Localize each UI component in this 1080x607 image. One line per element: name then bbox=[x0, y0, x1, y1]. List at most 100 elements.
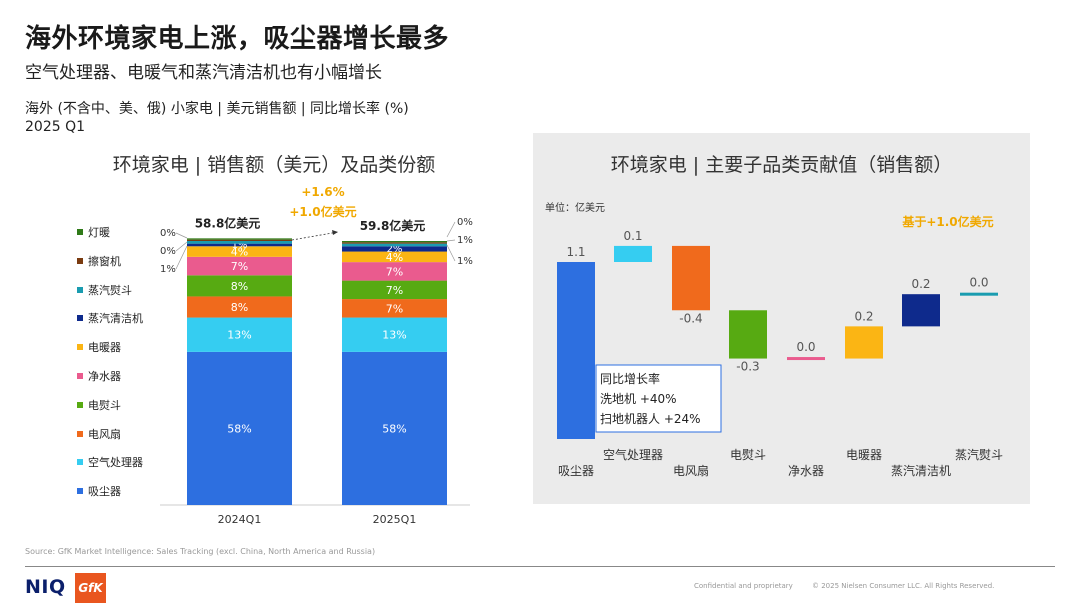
legend-item: 擦窗机 bbox=[77, 254, 121, 268]
segment-label: 58% bbox=[382, 422, 406, 435]
stacked-bar-segment bbox=[187, 351, 292, 505]
legend-item: 电熨斗 bbox=[77, 398, 121, 412]
stacked-bar-segment bbox=[187, 238, 292, 240]
stacked-bar-segment bbox=[342, 262, 447, 281]
segment-label: 8% bbox=[231, 280, 248, 293]
segment-label: 7% bbox=[386, 265, 403, 278]
stacked-bar-segment bbox=[187, 241, 292, 244]
outside-share-label: 0% bbox=[457, 217, 473, 228]
legend-label: 电暖器 bbox=[88, 341, 121, 355]
waterfall-value-label: -0.4 bbox=[679, 311, 702, 325]
legend-label: 净水器 bbox=[88, 370, 121, 383]
segment-label: 58% bbox=[227, 422, 251, 435]
stacked-bar-segment bbox=[342, 299, 447, 318]
segment-label: 1% bbox=[232, 240, 248, 251]
waterfall-bar bbox=[960, 292, 998, 296]
legend-swatch bbox=[77, 286, 83, 293]
legend-swatch bbox=[77, 344, 83, 351]
waterfall-category-label: 电熨斗 bbox=[730, 448, 766, 462]
stacked-bar-segment bbox=[342, 243, 447, 247]
waterfall-category-label: 电风扇 bbox=[673, 463, 709, 478]
callout-text: 扫地机器人 +24% bbox=[600, 412, 701, 426]
leader-line bbox=[446, 239, 456, 242]
segment-label: 13% bbox=[227, 329, 251, 342]
leader-line bbox=[446, 221, 456, 238]
legend-item: 吸尘器 bbox=[77, 484, 121, 498]
legend-swatch bbox=[77, 257, 83, 264]
legend-label: 空气处理器 bbox=[88, 456, 143, 470]
waterfall-panel-background bbox=[533, 133, 1030, 504]
leader-line bbox=[175, 241, 188, 252]
waterfall-value-label: 0.0 bbox=[969, 276, 988, 290]
x-tick-label: 2025Q1 bbox=[373, 513, 417, 526]
stacked-bar-segment bbox=[342, 246, 447, 252]
segment-label: 7% bbox=[231, 260, 248, 273]
waterfall-category-label: 蒸汽清洁机 bbox=[891, 463, 951, 478]
legend-label: 蒸汽清洁机 bbox=[88, 312, 143, 326]
scope-description: 海外 (不含中、美、俄) 小家电 | 美元销售额 | 同比增长率 (%) 202… bbox=[25, 100, 409, 136]
waterfall-bar bbox=[672, 245, 710, 311]
callout-box bbox=[595, 364, 722, 433]
waterfall-bar bbox=[614, 245, 652, 262]
stacked-bar-segment bbox=[342, 241, 447, 243]
waterfall-category-label: 蒸汽熨斗 bbox=[955, 447, 1003, 462]
outside-share-label: 0% bbox=[160, 246, 176, 257]
segment-label: 8% bbox=[231, 301, 248, 314]
stacked-bar-segment bbox=[187, 317, 292, 352]
growth-amount-label: +1.0亿美元 bbox=[289, 204, 356, 219]
leader-line bbox=[175, 232, 188, 239]
stacked-bar-segment bbox=[187, 246, 292, 257]
waterfall-annotation: 基于+1.0亿美元 bbox=[901, 214, 993, 229]
waterfall-bar bbox=[787, 357, 825, 361]
legend-swatch bbox=[77, 373, 83, 379]
waterfall-bar bbox=[557, 262, 595, 439]
bar-total-label: 58.8亿美元 bbox=[195, 215, 261, 230]
segment-label: 7% bbox=[386, 302, 403, 315]
legend-swatch bbox=[77, 488, 83, 495]
waterfall-category-label: 吸尘器 bbox=[558, 464, 594, 478]
legend-item: 空气处理器 bbox=[77, 455, 143, 469]
waterfall-value-label: -0.3 bbox=[736, 360, 759, 374]
stacked-bar-segment bbox=[342, 351, 447, 505]
legend-item: 蒸汽熨斗 bbox=[77, 283, 132, 297]
stacked-bar-segment bbox=[187, 239, 292, 241]
bar-total-label: 59.8亿美元 bbox=[360, 218, 426, 233]
legend-swatch bbox=[77, 229, 83, 235]
legend-swatch bbox=[77, 459, 83, 466]
waterfall-value-label: 0.0 bbox=[796, 340, 815, 354]
callout-text: 洗地机 +40% bbox=[600, 392, 677, 406]
stacked-bar-segment bbox=[187, 243, 292, 247]
legend-label: 吸尘器 bbox=[88, 485, 121, 499]
legend-label: 电风扇 bbox=[88, 427, 121, 441]
legend-label: 电熨斗 bbox=[88, 398, 121, 412]
waterfall-bar bbox=[845, 326, 883, 359]
legend-item: 蒸汽清洁机 bbox=[77, 311, 143, 325]
legend-swatch bbox=[77, 315, 83, 322]
leader-line bbox=[446, 244, 456, 262]
copyright-note: © 2025 Nielsen Consumer LLC. All Rights … bbox=[812, 582, 995, 590]
legend-label: 灯暖 bbox=[88, 226, 110, 239]
niq-logo: NIQ bbox=[25, 576, 66, 598]
segment-label: 7% bbox=[386, 284, 403, 297]
footer-divider bbox=[25, 566, 1055, 567]
waterfall-bar bbox=[729, 310, 767, 359]
outside-share-label: 1% bbox=[160, 264, 176, 275]
legend-label: 擦窗机 bbox=[88, 254, 121, 268]
stacked-bar-segment bbox=[342, 242, 447, 244]
stacked-bar-segment bbox=[187, 256, 292, 276]
legend-label: 蒸汽熨斗 bbox=[88, 283, 132, 297]
callout-text: 同比增长率 bbox=[600, 371, 660, 386]
source-note: Source: GfK Market Intelligence: Sales T… bbox=[25, 547, 376, 556]
waterfall-value-label: 0.2 bbox=[854, 309, 873, 323]
outside-share-label: 1% bbox=[457, 235, 473, 246]
stacked-chart-title: 环境家电 | 销售额（美元）及品类份额 bbox=[112, 154, 436, 176]
outside-share-label: 0% bbox=[160, 228, 176, 239]
leader-line bbox=[175, 245, 188, 270]
stacked-bar-segment bbox=[342, 317, 447, 352]
segment-label: 2% bbox=[387, 244, 403, 255]
confidential-note: Confidential and proprietary bbox=[694, 582, 793, 590]
waterfall-unit-label: 单位：亿美元 bbox=[545, 201, 605, 214]
stacked-bar-segment bbox=[187, 296, 292, 318]
segment-label: 4% bbox=[386, 251, 403, 264]
